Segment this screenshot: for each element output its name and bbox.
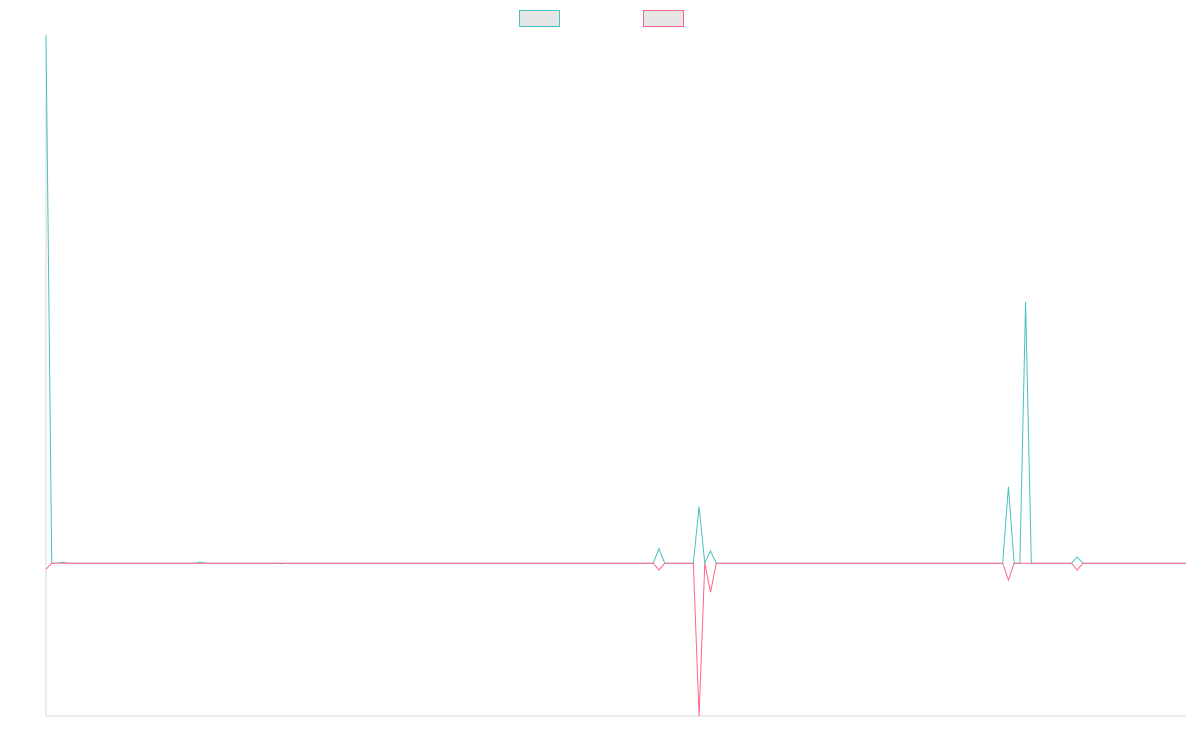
legend — [519, 10, 684, 27]
series-line-0 — [45, 35, 1186, 566]
axes — [45, 34, 1186, 717]
series-line-1 — [45, 562, 1186, 717]
legend-swatch-0 — [519, 10, 560, 27]
series-layer — [45, 35, 1186, 717]
legend-swatch-1 — [643, 10, 684, 27]
